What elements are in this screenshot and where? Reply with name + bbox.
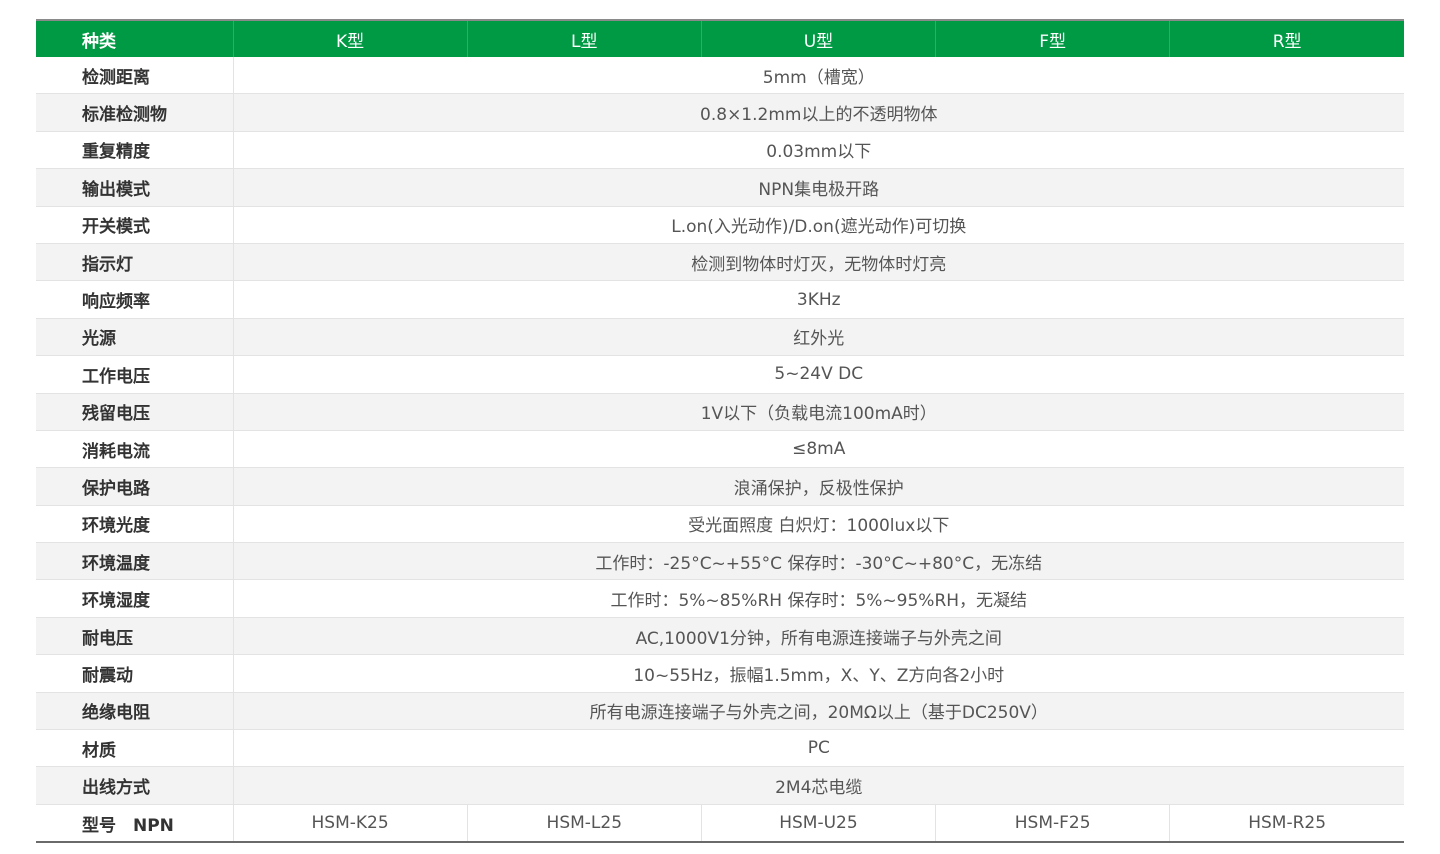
table-row: 环境光度 受光面照度 白炽灯：1000lux以下	[36, 505, 1404, 544]
row-value: 所有电源连接端子与外壳之间，20MΩ以上（基于DC250V）	[232, 692, 1404, 731]
row-value: AC,1000V1分钟，所有电源连接端子与外壳之间	[232, 617, 1404, 656]
row-value: ≤8mA	[232, 430, 1404, 469]
row-value: 受光面照度 白炽灯：1000lux以下	[232, 505, 1404, 544]
table-row: 耐电压 AC,1000V1分钟，所有电源连接端子与外壳之间	[36, 617, 1404, 656]
row-value: 检测到物体时灯灭，无物体时灯亮	[232, 243, 1404, 282]
row-label: 重复精度	[36, 131, 233, 170]
header-type-u: U型	[700, 20, 936, 57]
row-value: PC	[232, 729, 1404, 768]
table-row: 工作电压 5~24V DC	[36, 355, 1404, 394]
row-label: 耐震动	[36, 654, 233, 693]
header-type-r: R型	[1169, 20, 1404, 57]
model-cell: HSM-K25	[232, 804, 468, 843]
row-value: 浪涌保护，反极性保护	[232, 467, 1404, 506]
model-row: 型号 NPN HSM-K25 HSM-L25 HSM-U25 HSM-F25 HSM-R2…	[36, 804, 1404, 843]
model-cell: HSM-U25	[700, 804, 936, 843]
model-cell: HSM-R25	[1169, 804, 1404, 843]
row-label: 指示灯	[36, 243, 233, 282]
model-row-label: 型号 NPN	[82, 815, 174, 836]
table-row: 指示灯 检测到物体时灯灭，无物体时灯亮	[36, 243, 1404, 282]
table-row: 出线方式 2M4芯电缆	[36, 766, 1404, 805]
row-label: 消耗电流	[36, 430, 233, 469]
row-value: 0.03mm以下	[232, 131, 1404, 170]
row-value: 5~24V DC	[232, 355, 1404, 394]
model-cell: HSM-L25	[466, 804, 702, 843]
row-label: 标准检测物	[36, 93, 233, 132]
row-value: 红外光	[232, 318, 1404, 357]
row-label: 出线方式	[36, 766, 233, 805]
table-row: 耐震动 10~55Hz，振幅1.5mm，X、Y、Z方向各2小时	[36, 654, 1404, 693]
row-label: 环境光度	[36, 505, 233, 544]
table-row: 消耗电流 ≤8mA	[36, 430, 1404, 469]
row-label: 保护电路	[36, 467, 233, 506]
table-row: 残留电压 1V以下（负载电流100mA时）	[36, 393, 1404, 431]
row-label: 输出模式	[36, 168, 233, 207]
table-row: 环境温度 工作时：-25°C~+55°C 保存时：-30°C~+80°C，无冻结	[36, 542, 1404, 581]
row-value: L.on(入光动作)/D.on(遮光动作)可切换	[232, 206, 1404, 244]
row-value: 5mm（槽宽）	[232, 57, 1404, 95]
table-row: 标准检测物 0.8×1.2mm以上的不透明物体	[36, 93, 1404, 132]
header-type-l: L型	[466, 20, 702, 57]
row-label: 环境温度	[36, 542, 233, 581]
row-label: 残留电压	[36, 393, 233, 431]
table-row: 保护电路 浪涌保护，反极性保护	[36, 467, 1404, 506]
header-type-k: K型	[232, 20, 468, 57]
row-label: 开关模式	[36, 206, 233, 244]
row-label: 检测距离	[36, 57, 233, 95]
table-row: 开关模式 L.on(入光动作)/D.on(遮光动作)可切换	[36, 206, 1404, 244]
table-row: 环境湿度 工作时：5%~85%RH 保存时：5%~95%RH，无凝结	[36, 579, 1404, 618]
table-row: 输出模式 NPN集电极开路	[36, 168, 1404, 207]
table-row: 绝缘电阻 所有电源连接端子与外壳之间，20MΩ以上（基于DC250V）	[36, 692, 1404, 731]
header-type-f: F型	[935, 20, 1170, 57]
table-row: 响应频率 3KHz	[36, 280, 1404, 319]
row-label: 耐电压	[36, 617, 233, 656]
row-label: 环境湿度	[36, 579, 233, 618]
table-row: 检测距离 5mm（槽宽）	[36, 57, 1404, 95]
row-value: 工作时：-25°C~+55°C 保存时：-30°C~+80°C，无冻结	[232, 542, 1404, 581]
row-label: 响应频率	[36, 280, 233, 319]
row-value: 工作时：5%~85%RH 保存时：5%~95%RH，无凝结	[232, 579, 1404, 618]
model-cell: HSM-F25	[935, 804, 1170, 843]
row-value: 3KHz	[232, 280, 1404, 319]
row-label: 工作电压	[36, 355, 233, 394]
spec-table: 种类 K型 L型 U型 F型 R型 检测距离 5mm（槽宽） 标准检测物 0.8×1.…	[36, 19, 1404, 844]
row-value: 2M4芯电缆	[232, 766, 1404, 805]
row-label: 材质	[36, 729, 233, 768]
row-label: 光源	[36, 318, 233, 357]
row-value: 1V以下（负载电流100mA时）	[232, 393, 1404, 431]
header-label: 种类	[36, 20, 233, 57]
row-value: NPN集电极开路	[232, 168, 1404, 207]
header-row: 种类 K型 L型 U型 F型 R型	[36, 20, 1404, 57]
row-value: 10~55Hz，振幅1.5mm，X、Y、Z方向各2小时	[232, 654, 1404, 693]
table-row: 光源 红外光	[36, 318, 1404, 357]
table-row: 重复精度 0.03mm以下	[36, 131, 1404, 170]
row-label: 绝缘电阻	[36, 692, 233, 731]
table-row: 材质 PC	[36, 729, 1404, 768]
row-value: 0.8×1.2mm以上的不透明物体	[232, 93, 1404, 132]
